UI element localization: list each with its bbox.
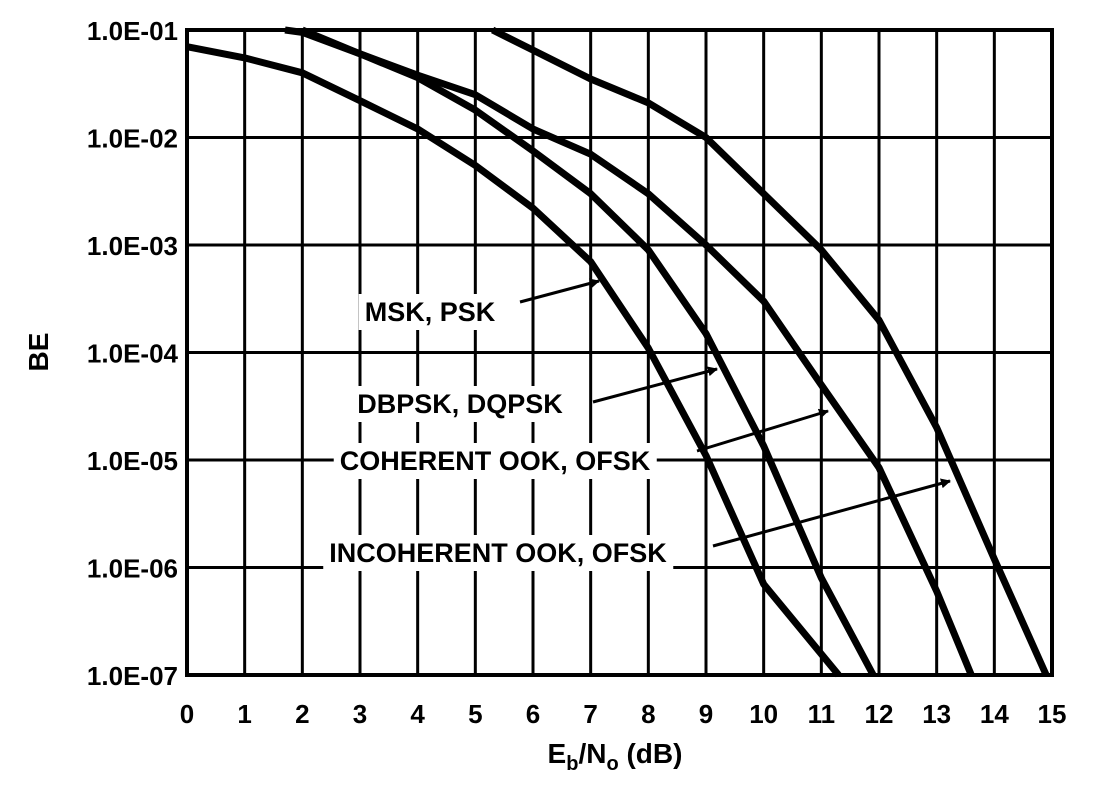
annotation-bg-1 — [358, 294, 502, 330]
x-tick-label: 1 — [237, 699, 251, 729]
y-tick-label: 1.0E-06 — [87, 554, 178, 584]
annotation-arrow-3 — [696, 408, 829, 453]
x-tick-label: 0 — [180, 699, 194, 729]
annotation-bg-4 — [323, 535, 674, 571]
series-line-1 — [186, 43, 842, 678]
x-tick-label: 13 — [922, 699, 951, 729]
x-tick-labels: 0 1 2 3 4 5 6 7 8 9 10 11 12 13 14 15 — [180, 699, 1067, 729]
x-axis-label: Eb/No (dB) — [548, 738, 683, 775]
annotation-layer: MSK, PSK DBPSK, DQPSK COHERENT OOK, OFSK IN… — [323, 278, 951, 571]
plot-frame — [185, 28, 1054, 677]
y-tick-label: 1.0E-02 — [87, 124, 178, 154]
annotation-label-3: COHERENT OOK, OFSK — [340, 446, 651, 476]
annotation-bg-2 — [351, 386, 570, 422]
x-tick-label: 5 — [468, 699, 482, 729]
x-tick-label: 6 — [526, 699, 540, 729]
x-tick-label: 7 — [583, 699, 597, 729]
x-tick-label: 14 — [980, 699, 1009, 729]
y-tick-label: 1.0E-04 — [87, 339, 179, 369]
x-label-tail: (dB) — [619, 738, 683, 769]
annotation-arrow-4 — [712, 478, 951, 548]
grid-lines — [187, 30, 1052, 675]
x-tick-label: 12 — [865, 699, 894, 729]
x-label-main: E — [548, 738, 567, 769]
x-tick-label: 10 — [749, 699, 778, 729]
series-layer — [186, 26, 1050, 678]
x-label-mid: /N — [578, 738, 606, 769]
annotation-label-1: MSK, PSK — [365, 297, 496, 327]
x-label-sub-o: o — [606, 753, 618, 775]
x-tick-label: 11 — [808, 699, 836, 729]
x-label-sub-b: b — [566, 753, 578, 775]
x-tick-label: 4 — [410, 699, 425, 729]
y-tick-label: 1.0E-03 — [87, 231, 178, 261]
annotation-label-4: INCOHERENT OOK, OFSK — [329, 538, 667, 568]
y-tick-label: 1.0E-05 — [87, 446, 178, 476]
x-tick-label: 8 — [641, 699, 655, 729]
series-line-3 — [300, 26, 975, 677]
annotation-arrow-2 — [592, 366, 718, 404]
x-tick-label: 2 — [295, 699, 309, 729]
x-tick-label: 3 — [353, 699, 367, 729]
series-line-4 — [491, 26, 1050, 677]
annotation-bg-3 — [333, 443, 657, 479]
annotation-label-2: DBPSK, DQPSK — [357, 389, 563, 419]
y-tick-label: 1.0E-01 — [87, 16, 178, 46]
x-tick-label: 9 — [699, 699, 713, 729]
y-tick-label: 1.0E-07 — [87, 661, 178, 691]
x-tick-label: 15 — [1038, 699, 1067, 729]
y-tick-labels: 1.0E-01 1.0E-02 1.0E-03 1.0E-04 1.0E-05 1.0E-… — [87, 16, 179, 691]
y-axis-label: BE — [23, 333, 54, 372]
annotation-arrow-1 — [519, 278, 600, 304]
